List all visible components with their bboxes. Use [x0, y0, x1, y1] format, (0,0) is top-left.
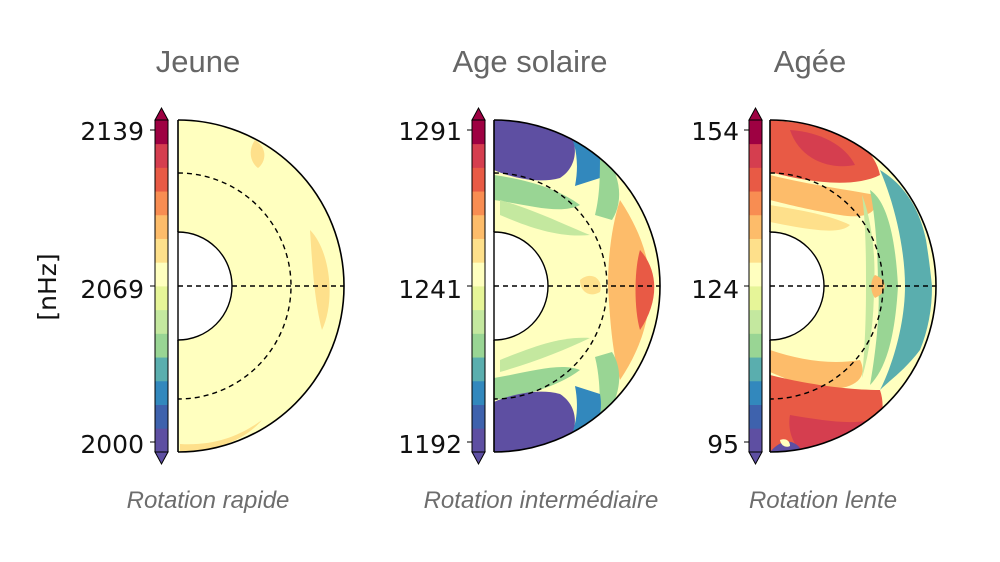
colorbar-segment	[749, 309, 762, 334]
colorbar-segment	[155, 309, 168, 334]
rotation-contour	[790, 130, 855, 167]
panel-title-young: Jeune	[156, 44, 240, 79]
panel-caption-slow: Rotation lente	[749, 487, 897, 514]
colorbar-segment	[472, 309, 485, 334]
rotation-contour	[770, 175, 877, 217]
rotation-contour	[789, 415, 870, 450]
rotation-contour	[494, 391, 575, 452]
rotation-contour	[608, 200, 650, 380]
colorbar-segment	[155, 191, 168, 216]
colorbar-extend-min	[154, 451, 169, 466]
rotation-contour	[595, 352, 620, 422]
colorbar-tick-min: 2000	[80, 430, 144, 459]
panel-old	[744, 106, 937, 466]
colorbar-tick-min: 1192	[398, 430, 462, 459]
colorbar-segment	[155, 238, 168, 263]
colorbar-segment	[472, 214, 485, 239]
colorbar-segment	[749, 428, 762, 453]
panel-solar-age	[467, 106, 661, 466]
rotation-contour	[770, 441, 800, 452]
rotation-contour	[494, 120, 575, 181]
colorbar-segment	[155, 404, 168, 429]
colorbar-segment	[749, 120, 762, 145]
rotation-contour	[180, 420, 262, 452]
colorbar-segment	[155, 380, 168, 405]
colorbar-tick-max: 1291	[398, 117, 462, 146]
colorbar-segment	[472, 262, 485, 287]
tachocline-line	[769, 172, 884, 400]
rotation-contour	[250, 140, 265, 168]
rotation-contour	[635, 250, 655, 330]
colorbar-tick-max: 154	[691, 117, 739, 146]
stellar-surface	[177, 119, 345, 453]
colorbar-segment	[749, 333, 762, 358]
colorbar-tick-max: 2139	[80, 117, 144, 146]
colorbar-segment	[472, 167, 485, 192]
rotation-contour	[310, 230, 330, 330]
colorbar-segment	[155, 357, 168, 382]
colorbar-extend-min	[748, 451, 763, 466]
rotation-contour	[862, 195, 875, 378]
colorbar-segment	[155, 262, 168, 287]
colorbar-segment	[749, 380, 762, 405]
rotation-contour	[494, 175, 580, 210]
colorbar-extend-max	[748, 106, 763, 121]
panel-title-old: Agée	[774, 44, 846, 79]
colorbar-segment	[749, 214, 762, 239]
tachocline-line	[493, 172, 608, 400]
colorbar-tick-min: 95	[707, 430, 739, 459]
colorbar-segment	[155, 120, 168, 145]
colorbar-segment	[472, 380, 485, 405]
rotation-contour	[494, 367, 580, 400]
colorbar-segment	[155, 143, 168, 168]
rotation-contours	[180, 140, 330, 452]
colorbar-segment	[472, 333, 485, 358]
colorbar-segment	[155, 214, 168, 239]
colorbar-segment	[749, 404, 762, 429]
colorbar-segment	[472, 143, 485, 168]
colorbar-segment	[472, 120, 485, 145]
colorbar-segment	[472, 191, 485, 216]
rotation-contour	[500, 337, 590, 372]
colorbar-segment	[472, 357, 485, 382]
colorbar-segment	[749, 238, 762, 263]
colorbar-segment	[749, 357, 762, 382]
colorbar-segment	[472, 428, 485, 453]
colorbar-segment	[749, 167, 762, 192]
colorbar-segment	[749, 143, 762, 168]
colorbar-segment	[472, 238, 485, 263]
panel-caption-intermediate: Rotation intermédiaire	[424, 487, 659, 514]
rotation-contour	[500, 200, 590, 236]
rotation-contour	[780, 439, 790, 447]
rotation-contour	[880, 170, 932, 390]
rotation-contour	[595, 150, 620, 220]
stellar-surface	[769, 119, 937, 453]
colorbar-segment	[749, 191, 762, 216]
colorbar-segment	[472, 286, 485, 311]
colorbar-segment	[155, 428, 168, 453]
colorbar-extend-max	[471, 106, 486, 121]
colorbar-segment	[749, 262, 762, 287]
colorbar-tick-mid: 1241	[398, 275, 462, 304]
colorbar-segment	[472, 404, 485, 429]
colorbar-segment	[155, 333, 168, 358]
colorbar-segment	[155, 167, 168, 192]
colorbar-tick-mid: 124	[691, 275, 739, 304]
panel-title-solar-age: Age solaire	[452, 44, 607, 79]
stellar-surface	[493, 119, 661, 453]
rotation-contour	[770, 205, 850, 231]
colorbar-segment	[155, 286, 168, 311]
colorbar-extend-min	[471, 451, 486, 466]
unit-label: [nHz]	[33, 253, 62, 320]
rotation-contour	[580, 275, 601, 295]
colorbar-tick-mid: 2069	[80, 275, 144, 304]
panel-caption-fast: Rotation rapide	[127, 487, 290, 514]
tachocline-line	[177, 172, 292, 400]
colorbar-segment	[749, 286, 762, 311]
rotation-contour	[770, 350, 863, 389]
colorbar-extend-max	[154, 106, 169, 121]
panel-young	[150, 106, 345, 466]
